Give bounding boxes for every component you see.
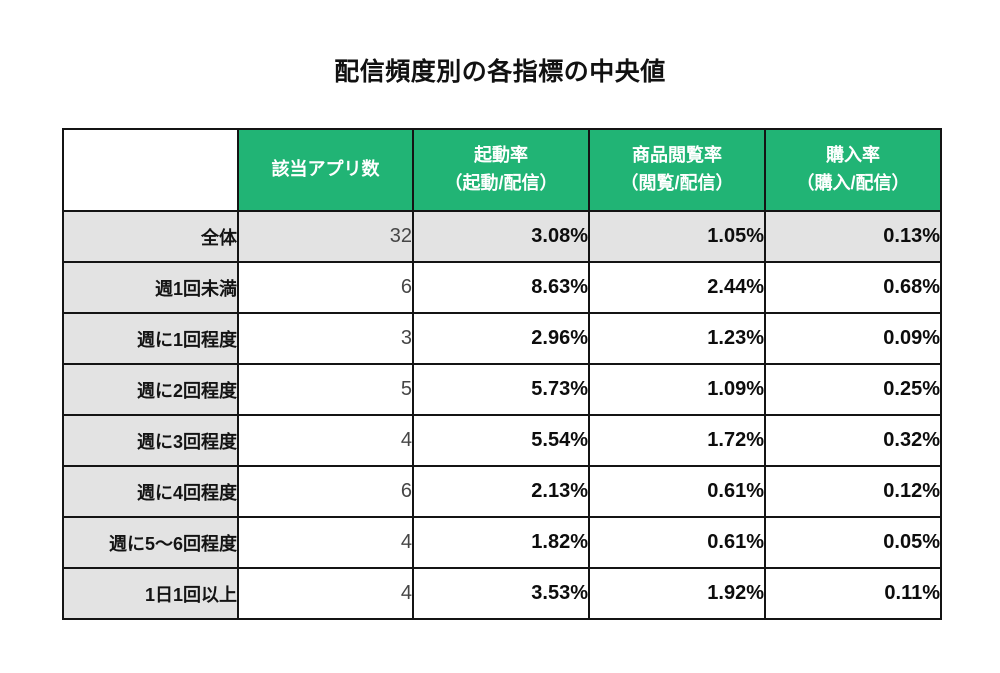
column-header-label: 購入率 [826, 145, 880, 166]
cell-app-count: 3 [237, 312, 414, 365]
cell-app-count: 6 [237, 465, 414, 518]
cell-purchase-rate: 0.12% [764, 465, 942, 518]
cell-view-rate: 1.05% [588, 210, 766, 263]
table-row-daily-or-more: 1日1回以上 4 3.53% 1.92% 0.11% [62, 567, 942, 620]
cell-view-rate: 2.44% [588, 261, 766, 314]
cell-app-count: 4 [237, 414, 414, 467]
table-row-lt1-per-week: 週1回未満 6 8.63% 2.44% 0.68% [62, 261, 942, 314]
cell-app-count: 32 [237, 210, 414, 263]
cell-view-rate: 0.61% [588, 516, 766, 569]
cell-purchase-rate: 0.32% [764, 414, 942, 467]
cell-view-rate: 1.92% [588, 567, 766, 620]
column-header-label: 該当アプリ数 [271, 159, 380, 180]
column-header-purchase-rate: 購入率 （購入/配信） [764, 128, 942, 212]
row-label: 週に2回程度 [62, 363, 239, 416]
row-label: 週に1回程度 [62, 312, 239, 365]
cell-launch-rate: 8.63% [412, 261, 590, 314]
cell-launch-rate: 2.96% [412, 312, 590, 365]
cell-view-rate: 1.09% [588, 363, 766, 416]
cell-view-rate: 1.72% [588, 414, 766, 467]
column-header-app-count: 該当アプリ数 [237, 128, 414, 212]
column-header-sublabel: （購入/配信） [796, 173, 910, 193]
metrics-table: 該当アプリ数 起動率 （起動/配信） 商品閲覧率 （閲覧/配信） 購入率 （購入… [62, 128, 942, 620]
cell-launch-rate: 5.54% [412, 414, 590, 467]
column-header-launch-rate: 起動率 （起動/配信） [412, 128, 590, 212]
row-label: 週に4回程度 [62, 465, 239, 518]
cell-app-count: 5 [237, 363, 414, 416]
cell-launch-rate: 5.73% [412, 363, 590, 416]
cell-view-rate: 0.61% [588, 465, 766, 518]
column-header-label: 起動率 [474, 145, 528, 166]
table-row-1-per-week: 週に1回程度 3 2.96% 1.23% 0.09% [62, 312, 942, 365]
cell-purchase-rate: 0.68% [764, 261, 942, 314]
cell-launch-rate: 3.08% [412, 210, 590, 263]
table-row-2-per-week: 週に2回程度 5 5.73% 1.09% 0.25% [62, 363, 942, 416]
row-label: 週1回未満 [62, 261, 239, 314]
column-header-sublabel: （起動/配信） [444, 173, 558, 193]
row-label: 週に3回程度 [62, 414, 239, 467]
cell-launch-rate: 1.82% [412, 516, 590, 569]
cell-launch-rate: 2.13% [412, 465, 590, 518]
row-label: 全体 [62, 210, 239, 263]
cell-purchase-rate: 0.11% [764, 567, 942, 620]
corner-empty-cell [62, 128, 239, 212]
cell-app-count: 4 [237, 567, 414, 620]
column-header-label: 商品閲覧率 [632, 145, 722, 166]
row-label: 週に5〜6回程度 [62, 516, 239, 569]
table-row-5to6-per-week: 週に5〜6回程度 4 1.82% 0.61% 0.05% [62, 516, 942, 569]
cell-purchase-rate: 0.05% [764, 516, 942, 569]
cell-launch-rate: 3.53% [412, 567, 590, 620]
table-row-3-per-week: 週に3回程度 4 5.54% 1.72% 0.32% [62, 414, 942, 467]
page-title: 配信頻度別の各指標の中央値 [334, 58, 666, 86]
cell-app-count: 4 [237, 516, 414, 569]
header-row: 該当アプリ数 起動率 （起動/配信） 商品閲覧率 （閲覧/配信） 購入率 （購入… [62, 128, 942, 212]
table-row-overall: 全体 32 3.08% 1.05% 0.13% [62, 210, 942, 263]
cell-purchase-rate: 0.25% [764, 363, 942, 416]
cell-purchase-rate: 0.09% [764, 312, 942, 365]
column-header-view-rate: 商品閲覧率 （閲覧/配信） [588, 128, 766, 212]
column-header-sublabel: （閲覧/配信） [620, 173, 734, 193]
cell-purchase-rate: 0.13% [764, 210, 942, 263]
cell-app-count: 6 [237, 261, 414, 314]
cell-view-rate: 1.23% [588, 312, 766, 365]
table-row-4-per-week: 週に4回程度 6 2.13% 0.61% 0.12% [62, 465, 942, 518]
row-label: 1日1回以上 [62, 567, 239, 620]
